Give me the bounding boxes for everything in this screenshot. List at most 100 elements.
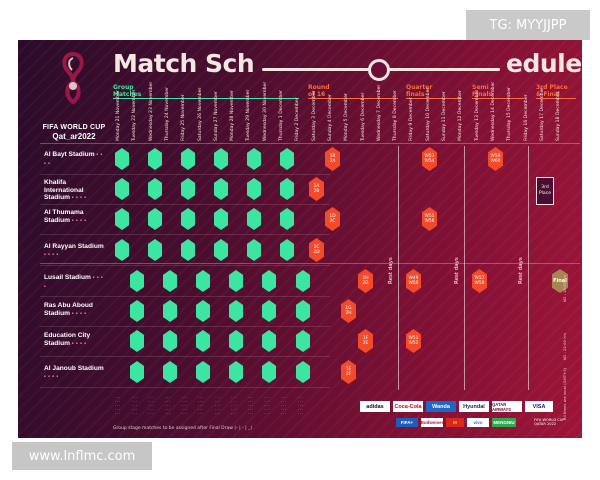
group-match-badge[interactable] — [280, 148, 294, 170]
group-match-badge[interactable] — [296, 330, 310, 352]
venue-label: Lusail Stadium • • • • — [44, 274, 104, 290]
quarter-final-badge[interactable]: W51 W52 — [406, 329, 421, 353]
venue-label: Al Thumama Stadium • • • • — [44, 209, 87, 224]
group-match-badge[interactable] — [247, 208, 261, 230]
group-match-badge[interactable] — [262, 270, 276, 292]
sponsor-logo-adidas: adidas — [360, 401, 390, 412]
group-match-badge[interactable] — [262, 300, 276, 322]
group-match-badge[interactable] — [229, 270, 243, 292]
group-match-badge[interactable] — [148, 178, 162, 200]
stage-rule-final — [536, 98, 576, 99]
venue-label: Education City Stadium • • • • — [44, 332, 91, 347]
group-match-badge[interactable] — [163, 300, 177, 322]
group-match-badge[interactable] — [196, 300, 210, 322]
group-match-badge[interactable] — [247, 239, 261, 261]
quarter-final-badge[interactable]: W55 W56 — [422, 207, 437, 231]
group-match-badge[interactable] — [115, 178, 129, 200]
sponsor-logo-mengniu: MENGNIU — [492, 418, 516, 427]
group-match-badge[interactable] — [130, 270, 144, 292]
group-match-badge[interactable] — [214, 178, 228, 200]
group-match-badge[interactable] — [130, 300, 144, 322]
sponsor-logo-visa: VISA — [525, 401, 553, 412]
group-match-badge[interactable] — [229, 361, 243, 383]
group-match-badge[interactable] — [181, 178, 195, 200]
group-match-badge[interactable] — [280, 239, 294, 261]
stage-label-final: 3rd Place & Final — [536, 84, 568, 98]
rest-day-column — [464, 146, 465, 390]
group-match-badge[interactable] — [196, 330, 210, 352]
rest-day-column — [528, 146, 529, 390]
knockout-match-badge[interactable]: 1D 2C — [325, 207, 340, 231]
group-match-badge[interactable] — [181, 208, 195, 230]
group-match-badge[interactable] — [130, 330, 144, 352]
rest-day-column — [398, 146, 399, 390]
fixture-column: · · · · · · · · · · · · · · · — [281, 396, 287, 416]
group-match-badge[interactable] — [115, 148, 129, 170]
row-separator — [40, 296, 330, 297]
group-match-badge[interactable] — [115, 208, 129, 230]
knockout-match-badge[interactable]: 1E 2F — [341, 360, 356, 384]
group-match-badge[interactable] — [262, 361, 276, 383]
group-match-badge[interactable] — [163, 330, 177, 352]
group-match-badge[interactable] — [214, 239, 228, 261]
group-match-badge[interactable] — [130, 361, 144, 383]
group-match-badge[interactable] — [262, 330, 276, 352]
semi-final-badge[interactable]: W57 W58 — [472, 269, 487, 293]
group-match-badge[interactable] — [196, 361, 210, 383]
group-match-badge[interactable] — [181, 148, 195, 170]
group-match-badge[interactable] — [196, 270, 210, 292]
group-match-badge[interactable] — [296, 270, 310, 292]
fixture-column: · · · · · · · · · · · · · · · — [131, 396, 137, 416]
group-match-badge[interactable] — [296, 300, 310, 322]
stage-label-semi-finals: Semi Finals — [472, 84, 493, 98]
fixture-column: · · · · · · · · · · · · · · · — [198, 396, 204, 416]
stage-rule-quarter-finals — [406, 98, 462, 99]
sponsor-logo-mcdonalds: M — [446, 418, 464, 427]
group-match-badge[interactable] — [229, 300, 243, 322]
group-match-badge[interactable] — [214, 208, 228, 230]
knockout-match-badge[interactable]: 1F 2E — [358, 329, 373, 353]
grid-middle-divider — [40, 263, 580, 264]
fixture-column: · · · · · · · · · · · · · · · — [231, 396, 237, 416]
group-match-badge[interactable] — [163, 270, 177, 292]
tournament-tag: FIFA WORLD CUP QATAR 2022 — [534, 418, 565, 427]
group-match-badge[interactable] — [115, 239, 129, 261]
group-match-badge[interactable] — [229, 330, 243, 352]
quarter-final-badge[interactable]: W53 W54 — [422, 147, 437, 171]
logo-wordmark: FIFA WORLD CUP — [42, 124, 106, 131]
group-match-badge[interactable] — [296, 361, 310, 383]
venue-label: Ras Abu Aboud Stadium • • • • — [44, 302, 93, 317]
page-title-right: edule — [506, 49, 582, 78]
venue-label: Al Bayt Stadium • • • • — [44, 151, 103, 167]
row-separator — [40, 326, 330, 327]
fixture-column: · · · · · · · · · · · · · · · — [164, 396, 171, 416]
group-match-badge[interactable] — [280, 178, 294, 200]
sponsor-logo-wanda: Wanda — [426, 401, 456, 412]
knockout-match-badge[interactable]: 1H 2G — [358, 269, 373, 293]
knockout-match-badge[interactable]: 1B 2A — [325, 147, 340, 171]
group-match-badge[interactable] — [148, 208, 162, 230]
group-match-badge[interactable] — [163, 361, 177, 383]
knockout-match-badge[interactable]: 1A 2B — [309, 177, 324, 201]
final-badge[interactable]: Final — [552, 269, 568, 293]
group-match-badge[interactable] — [181, 239, 195, 261]
fixture-column: · · · · · · · · · · · · · · · — [297, 396, 303, 416]
page-title-left: Match Sch — [113, 49, 255, 78]
knockout-match-badge[interactable]: 1G 2H — [341, 299, 356, 323]
side-note: KO : 22:00 hrs — [562, 332, 567, 360]
group-match-badge[interactable] — [247, 148, 261, 170]
stage-label-round-of-16: Round of 16 — [308, 84, 330, 98]
group-match-badge[interactable] — [148, 148, 162, 170]
fixture-column: · · · · · · · · · · · · · · · — [181, 396, 187, 416]
knockout-match-badge[interactable]: 1C 2D — [309, 238, 324, 262]
quarter-final-badge[interactable]: W49 W50 — [406, 269, 421, 293]
title-dots: • • • • • • • • — [443, 67, 500, 74]
row-separator — [40, 204, 330, 205]
group-match-badge[interactable] — [214, 148, 228, 170]
third-place-badge[interactable]: 3rd Place — [536, 177, 554, 205]
group-match-badge[interactable] — [280, 208, 294, 230]
group-match-badge[interactable] — [247, 178, 261, 200]
semi-final-badge[interactable]: W59 W60 — [488, 147, 503, 171]
stage-rule-semi-finals — [472, 98, 524, 99]
group-match-badge[interactable] — [148, 239, 162, 261]
